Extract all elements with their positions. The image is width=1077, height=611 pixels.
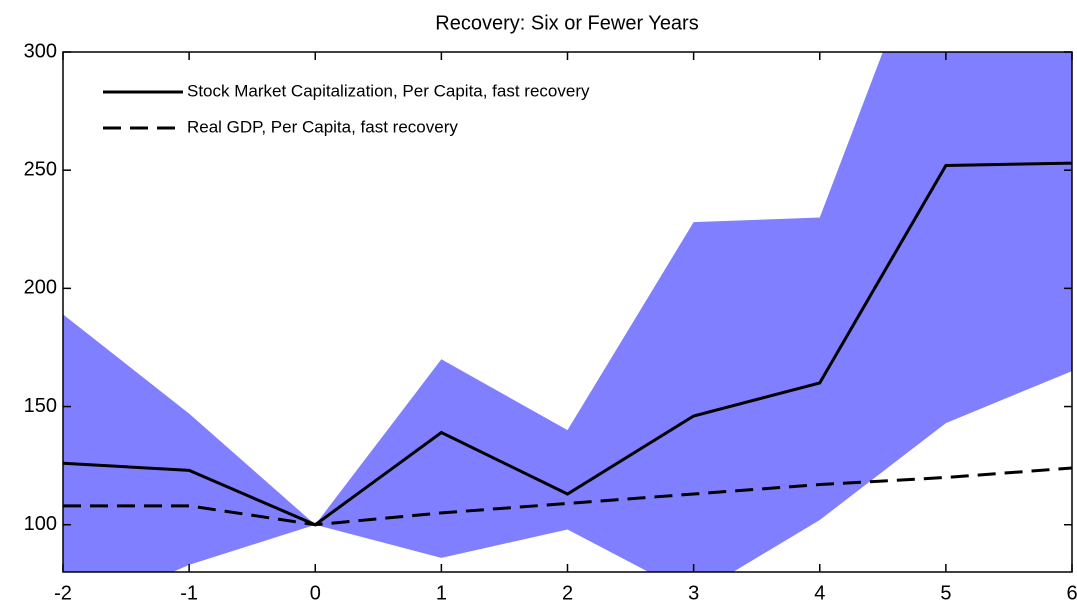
legend-label: Real GDP, Per Capita, fast recovery: [187, 117, 458, 136]
legend: Stock Market Capitalization, Per Capita,…: [103, 81, 590, 136]
x-tick-label: 6: [1066, 582, 1077, 604]
line-layer: [63, 161, 1072, 527]
y-tick-label: 200: [24, 277, 57, 299]
x-tick-label: -2: [54, 582, 72, 604]
confidence-band: [63, 52, 1072, 572]
x-tick-label: -1: [180, 582, 198, 604]
x-tick-label: 3: [688, 582, 699, 604]
chart-title: Recovery: Six or Fewer Years: [435, 12, 698, 34]
band-layer: [63, 52, 1072, 572]
y-tick-label: 250: [24, 158, 57, 180]
legend-label: Stock Market Capitalization, Per Capita,…: [187, 81, 590, 100]
y-tick-label: 300: [24, 40, 57, 62]
series-line: [63, 161, 1072, 527]
x-tick-label: 5: [940, 582, 951, 604]
x-tick-label: 1: [436, 582, 447, 604]
series-line: [63, 466, 1072, 527]
x-tick-label: 2: [562, 582, 573, 604]
y-tick-label: 150: [24, 395, 57, 417]
x-tick-label: 0: [310, 582, 321, 604]
x-tick-label: 4: [814, 582, 825, 604]
y-tick-label: 100: [24, 513, 57, 535]
axis-layer: -2 -1 0 1 2 3 4 5 6 100 150 200 250 300: [24, 40, 1077, 604]
